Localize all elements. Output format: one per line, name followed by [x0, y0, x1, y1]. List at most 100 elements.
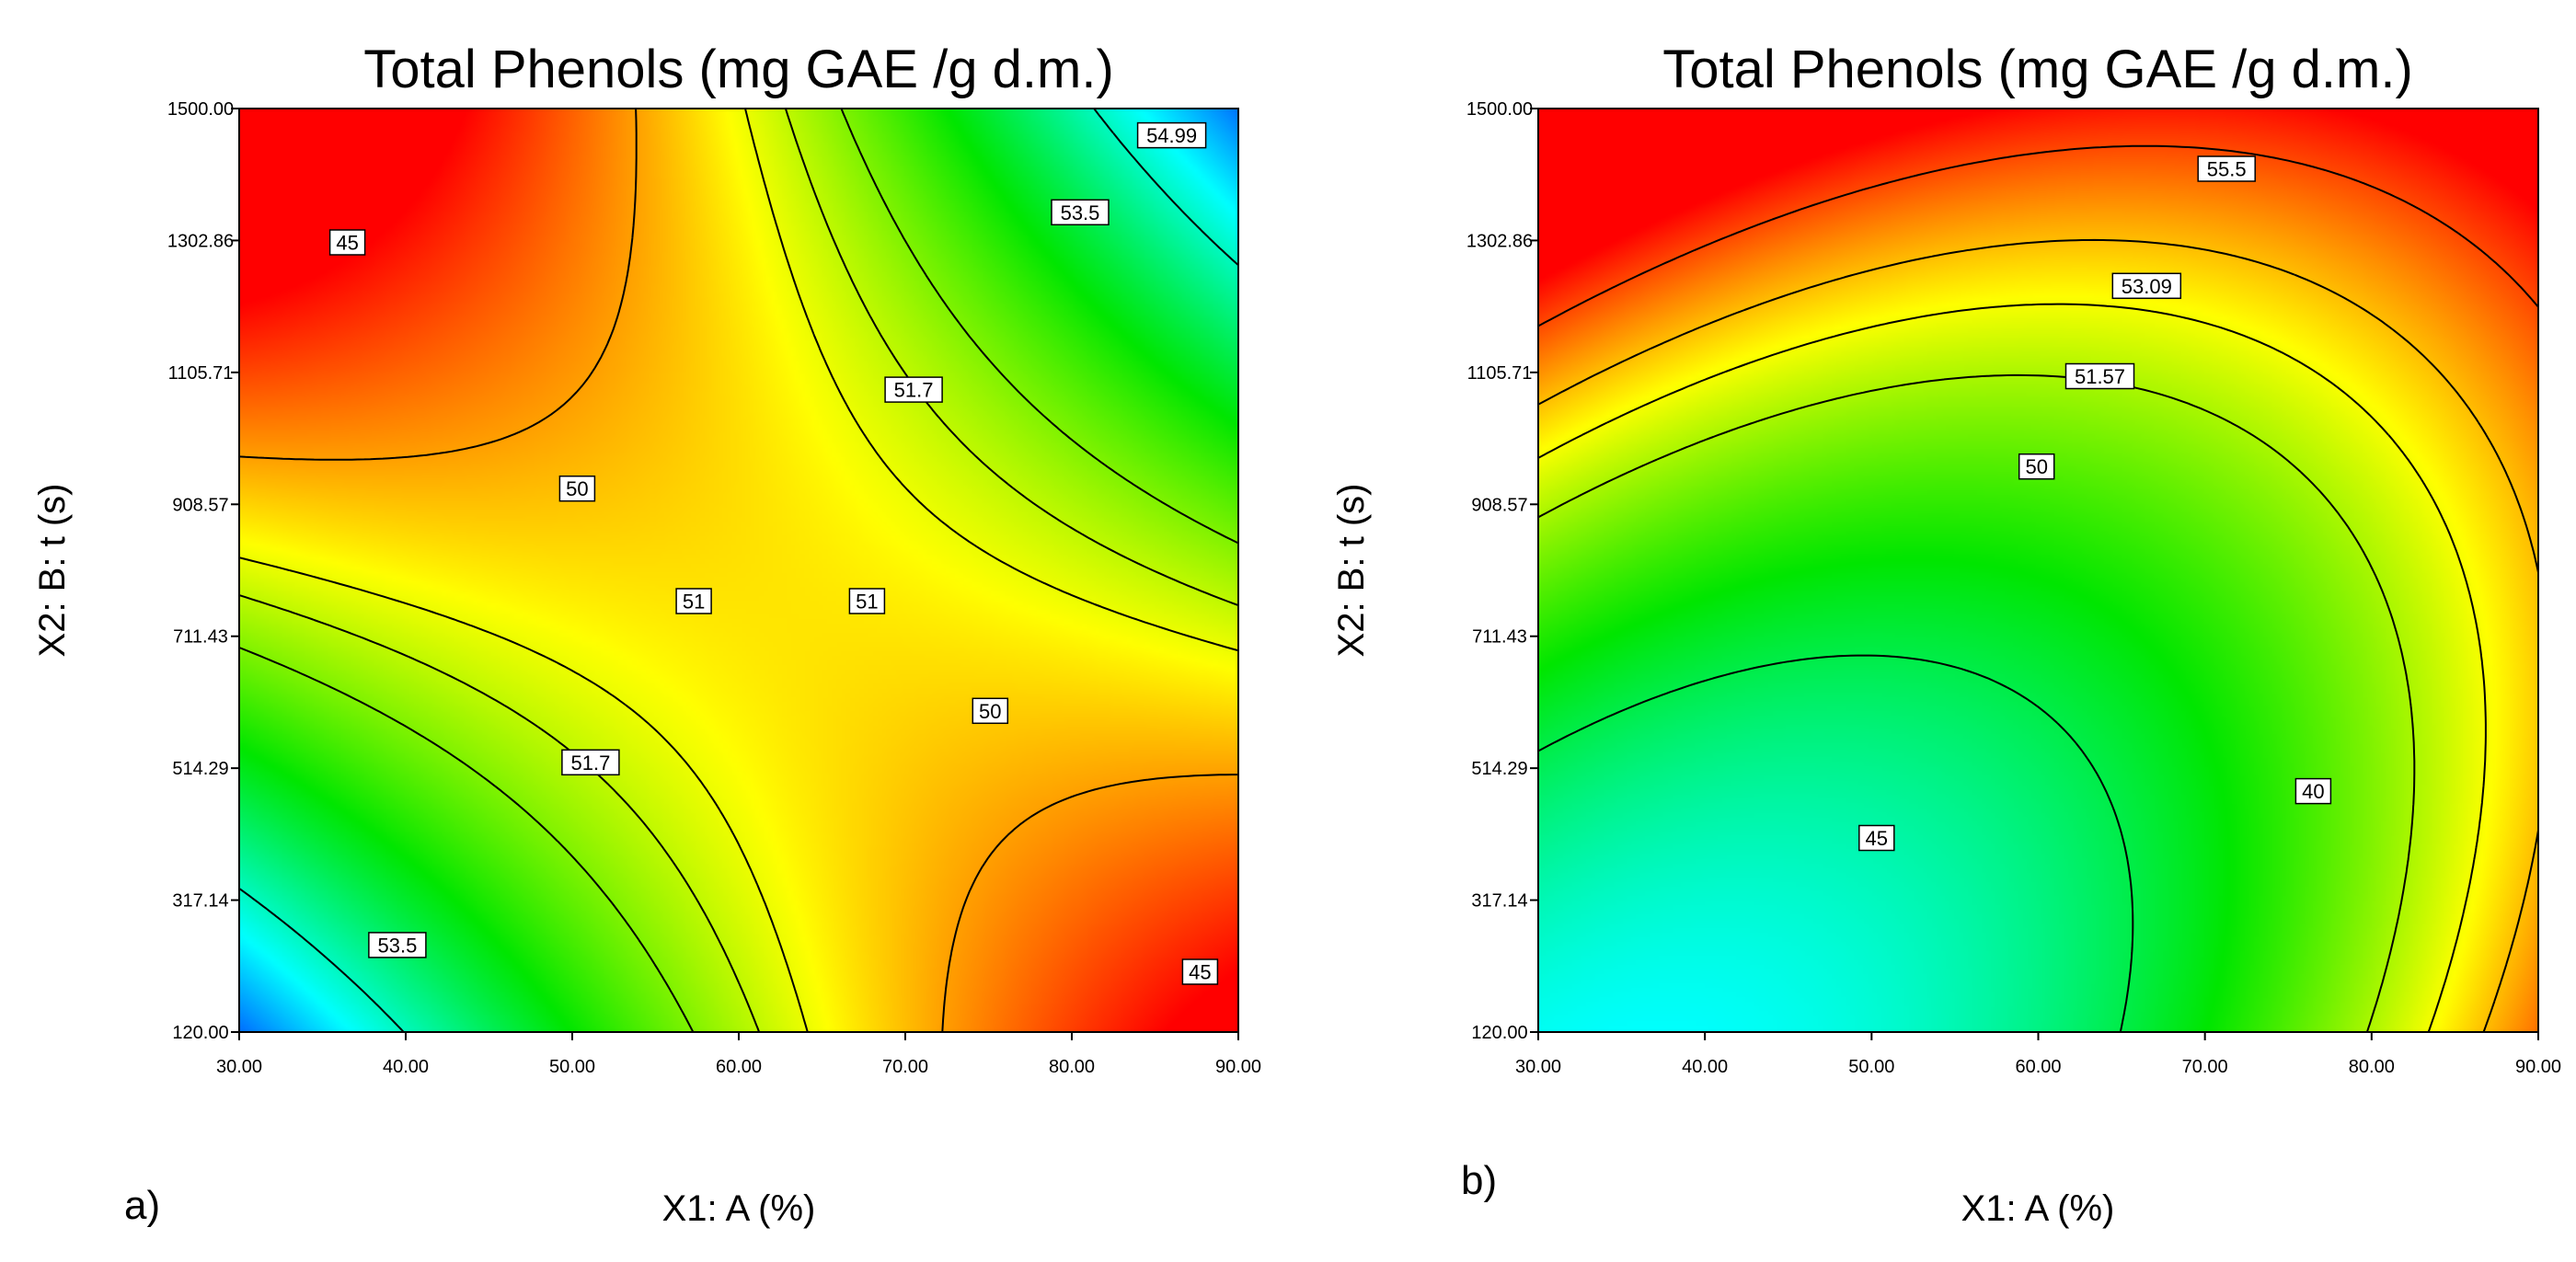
contour-label: 51 [848, 588, 886, 614]
contour-label: 50 [558, 475, 596, 502]
contour-label-box [675, 588, 712, 614]
y-axis-label-b: X2: B: t (s) [1331, 484, 1372, 658]
x-tick-label: 90.00 [2515, 1057, 2561, 1077]
contour-labels-a: 54.99 53.5 45 51.7 50 51 51 50 51.7 53.5 45 [328, 121, 1219, 985]
contour-line-53-09 [1537, 238, 2539, 1033]
contour-label: 54.99 [1136, 121, 1207, 149]
x-tick-label: 50.00 [1848, 1057, 1894, 1077]
panel-a: Total Phenols (mg GAE /g d.m.) 54.99 53.5… [32, 40, 1261, 1229]
contour-label-box [561, 749, 620, 776]
contour-label: 51.7 [561, 749, 620, 776]
contour-label-text: 45 [336, 232, 358, 255]
y-tick-label: 1105.71 [1467, 363, 1533, 384]
contour-label-box [2197, 155, 2256, 182]
contour-label: 51.57 [2064, 362, 2135, 390]
contour-label: 53.09 [2111, 272, 2182, 300]
x-tick-label: 70.00 [2182, 1057, 2228, 1077]
contour-label-box [848, 588, 886, 614]
contour-label-text: 53.09 [2122, 275, 2172, 298]
contour-label: 50 [2018, 453, 2055, 480]
contour-label-box [2018, 453, 2055, 480]
plot-area-a: 54.99 53.5 45 51.7 50 51 51 50 51.7 53.5 45 [238, 108, 1239, 1033]
panel-label-b: b) [1461, 1158, 1497, 1203]
y-tick-label: 908.57 [172, 495, 228, 515]
y-tick-label: 908.57 [1471, 495, 1527, 515]
y-tick-label: 514.29 [172, 759, 228, 779]
y-tick-label: 120.00 [172, 1023, 228, 1043]
contour-label: 55.5 [2197, 155, 2256, 182]
x-tick-label: 40.00 [383, 1057, 429, 1077]
contour-label-text: 51.7 [570, 751, 610, 774]
contour-lines-a [238, 108, 1239, 1033]
contour-label: 53.5 [368, 932, 427, 958]
contour-label-box [972, 697, 1009, 725]
contour-label-text: 51 [856, 591, 878, 614]
contour-label: 40 [2294, 777, 2332, 805]
y-tick-label: 514.29 [1471, 759, 1527, 779]
contour-label: 45 [1858, 824, 1895, 852]
x-axis-ticks-b: 30.00 40.00 50.00 60.00 70.00 80.00 90.00 [1515, 1032, 2561, 1077]
x-tick-label: 80.00 [1049, 1057, 1095, 1077]
panel-label-a: a) [124, 1183, 160, 1228]
contour-line-55-5 [1537, 144, 2539, 327]
contour-label-text: 54.99 [1146, 124, 1197, 147]
y-tick-label: 1302.86 [167, 231, 234, 251]
plot-area-b: 55.5 53.09 51.57 50 45 40 [1537, 108, 2539, 1033]
contour-line-51-57 [1537, 303, 2487, 1033]
y-tick-label: 317.14 [1471, 891, 1527, 912]
y-axis-ticks-a: 120.00 317.14 514.29 711.43 908.57 1105.71 130… [167, 99, 239, 1043]
contour-label-box [2064, 362, 2135, 390]
contour-labels-b: 55.5 53.09 51.57 50 45 40 [1858, 155, 2332, 852]
contour-label: 53.5 [1051, 199, 1110, 226]
contour-label-box [1136, 121, 1207, 149]
x-tick-label: 50.00 [549, 1057, 595, 1077]
x-tick-label: 30.00 [216, 1057, 262, 1077]
chart-title-b: Total Phenols (mg GAE /g d.m.) [1662, 40, 2413, 99]
x-tick-label: 30.00 [1515, 1057, 1561, 1077]
y-tick-label: 317.14 [172, 891, 228, 912]
x-tick-label: 60.00 [2015, 1057, 2061, 1077]
contour-label-text: 50 [979, 700, 1001, 723]
x-axis-label-b: X1: A (%) [1961, 1188, 2115, 1229]
y-tick-label: 711.43 [173, 627, 228, 648]
contour-label-text: 45 [1189, 961, 1211, 984]
contour-label-text: 45 [1866, 827, 1888, 850]
contour-label-text: 53.5 [377, 934, 417, 957]
y-axis-label-a: X2: B: t (s) [32, 484, 73, 658]
contour-label-box [2111, 272, 2182, 300]
contour-label: 50 [972, 697, 1009, 725]
x-axis-ticks-a: 30.00 40.00 50.00 60.00 70.00 80.00 90.00 [216, 1032, 1261, 1077]
contour-label-box [1051, 199, 1110, 226]
x-axis-label-a: X1: A (%) [662, 1188, 816, 1229]
x-tick-label: 80.00 [2349, 1057, 2395, 1077]
y-tick-label: 711.43 [1472, 627, 1527, 648]
chart-title-a: Total Phenols (mg GAE /g d.m.) [363, 40, 1114, 99]
panel-b: Total Phenols (mg GAE /g d.m.) 55.5 53.09… [1331, 40, 2561, 1229]
contour-label-text: 55.5 [2207, 158, 2247, 181]
contour-label: 45 [1181, 958, 1219, 985]
y-tick-label: 1500.00 [167, 99, 234, 120]
contour-label-box [558, 475, 596, 502]
contour-label-text: 53.5 [1061, 201, 1100, 224]
contour-label-box [2294, 777, 2332, 805]
contour-label-text: 50 [2025, 455, 2047, 478]
contour-line-45 [238, 108, 1239, 1033]
heatmap-a [239, 109, 1238, 1032]
y-tick-label: 1105.71 [168, 363, 234, 384]
contour-label-text: 51 [683, 591, 705, 614]
contour-label-box [884, 376, 943, 403]
contour-line-45 [1537, 654, 2134, 1033]
y-tick-label: 120.00 [1471, 1023, 1527, 1043]
x-tick-label: 90.00 [1215, 1057, 1261, 1077]
contour-label: 51.7 [884, 376, 943, 403]
heatmap-b [1538, 109, 2538, 1032]
y-tick-label: 1500.00 [1466, 99, 1533, 120]
contour-label: 45 [328, 229, 366, 256]
contour-label-text: 51.57 [2075, 365, 2125, 388]
contour-label-box [1858, 824, 1895, 852]
x-tick-label: 40.00 [1682, 1057, 1728, 1077]
contour-label-text: 40 [2302, 780, 2324, 803]
y-axis-ticks-b: 120.00 317.14 514.29 711.43 908.57 1105.71 130… [1466, 99, 1538, 1043]
